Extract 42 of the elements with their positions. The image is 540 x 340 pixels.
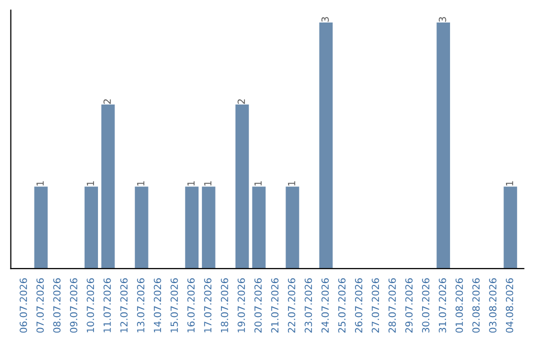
data-label: 1	[254, 181, 262, 186]
x-tick-label: 27.07.2026	[372, 278, 380, 333]
data-label: 1	[288, 181, 296, 186]
x-tick-label: 18.07.2026	[220, 278, 228, 332]
x-tick-label: 08.07.2026	[53, 278, 61, 333]
data-label: 2	[104, 99, 111, 104]
x-tick-label: 03.08.2026	[489, 278, 496, 333]
x-tick-label: 02.08.2026	[472, 278, 480, 333]
x-tick-label: 21.07.2026	[271, 278, 279, 333]
x-tick-label: 16.07.2026	[187, 278, 195, 332]
data-label: 1	[204, 181, 212, 186]
x-tick-label: 23.07.2026	[304, 278, 312, 333]
x-tick-label: 12.07.2026	[120, 278, 128, 332]
x-tick-label: 09.07.2026	[70, 278, 78, 333]
x-tick-label: 07.07.2026	[36, 278, 44, 333]
data-label: 1	[506, 181, 514, 186]
x-tick-label: 14.07.2026	[154, 278, 162, 332]
x-tick-label: 01.08.2026	[456, 278, 463, 333]
data-label: 1	[86, 181, 94, 186]
x-tick-label: 22.07.2026	[288, 278, 296, 333]
x-tick-label: 26.07.2026	[354, 278, 362, 333]
x-tick-label: 31.07.2026	[438, 278, 446, 333]
x-tick-label: 19.07.2026	[238, 278, 245, 332]
x-tick-label: 06.07.2026	[20, 278, 28, 333]
x-tick-label: 25.07.2026	[338, 278, 346, 333]
x-tick-label: 04.08.2026	[506, 278, 514, 333]
x-tick-label: 11.07.2026	[104, 278, 111, 332]
x-tick-label: 17.07.2026	[204, 278, 212, 332]
data-label: 1	[137, 181, 144, 186]
x-tick-label: 15.07.2026	[170, 278, 178, 332]
data-label: 2	[238, 99, 245, 104]
data-label: 3	[438, 17, 446, 22]
data-label: 3	[321, 17, 329, 22]
x-tick-label: 28.07.2026	[388, 278, 396, 333]
x-tick-label: 13.07.2026	[137, 278, 144, 332]
x-tick-label: 29.07.2026	[405, 278, 413, 333]
data-label: 1	[36, 181, 44, 186]
x-tick-label: 30.07.2026	[422, 278, 430, 333]
x-tick-label: 24.07.2026	[321, 278, 329, 333]
x-tick-label: 10.07.2026	[86, 278, 94, 332]
x-tick-label: 20.07.2026	[254, 278, 262, 333]
data-label: 1	[187, 181, 195, 186]
